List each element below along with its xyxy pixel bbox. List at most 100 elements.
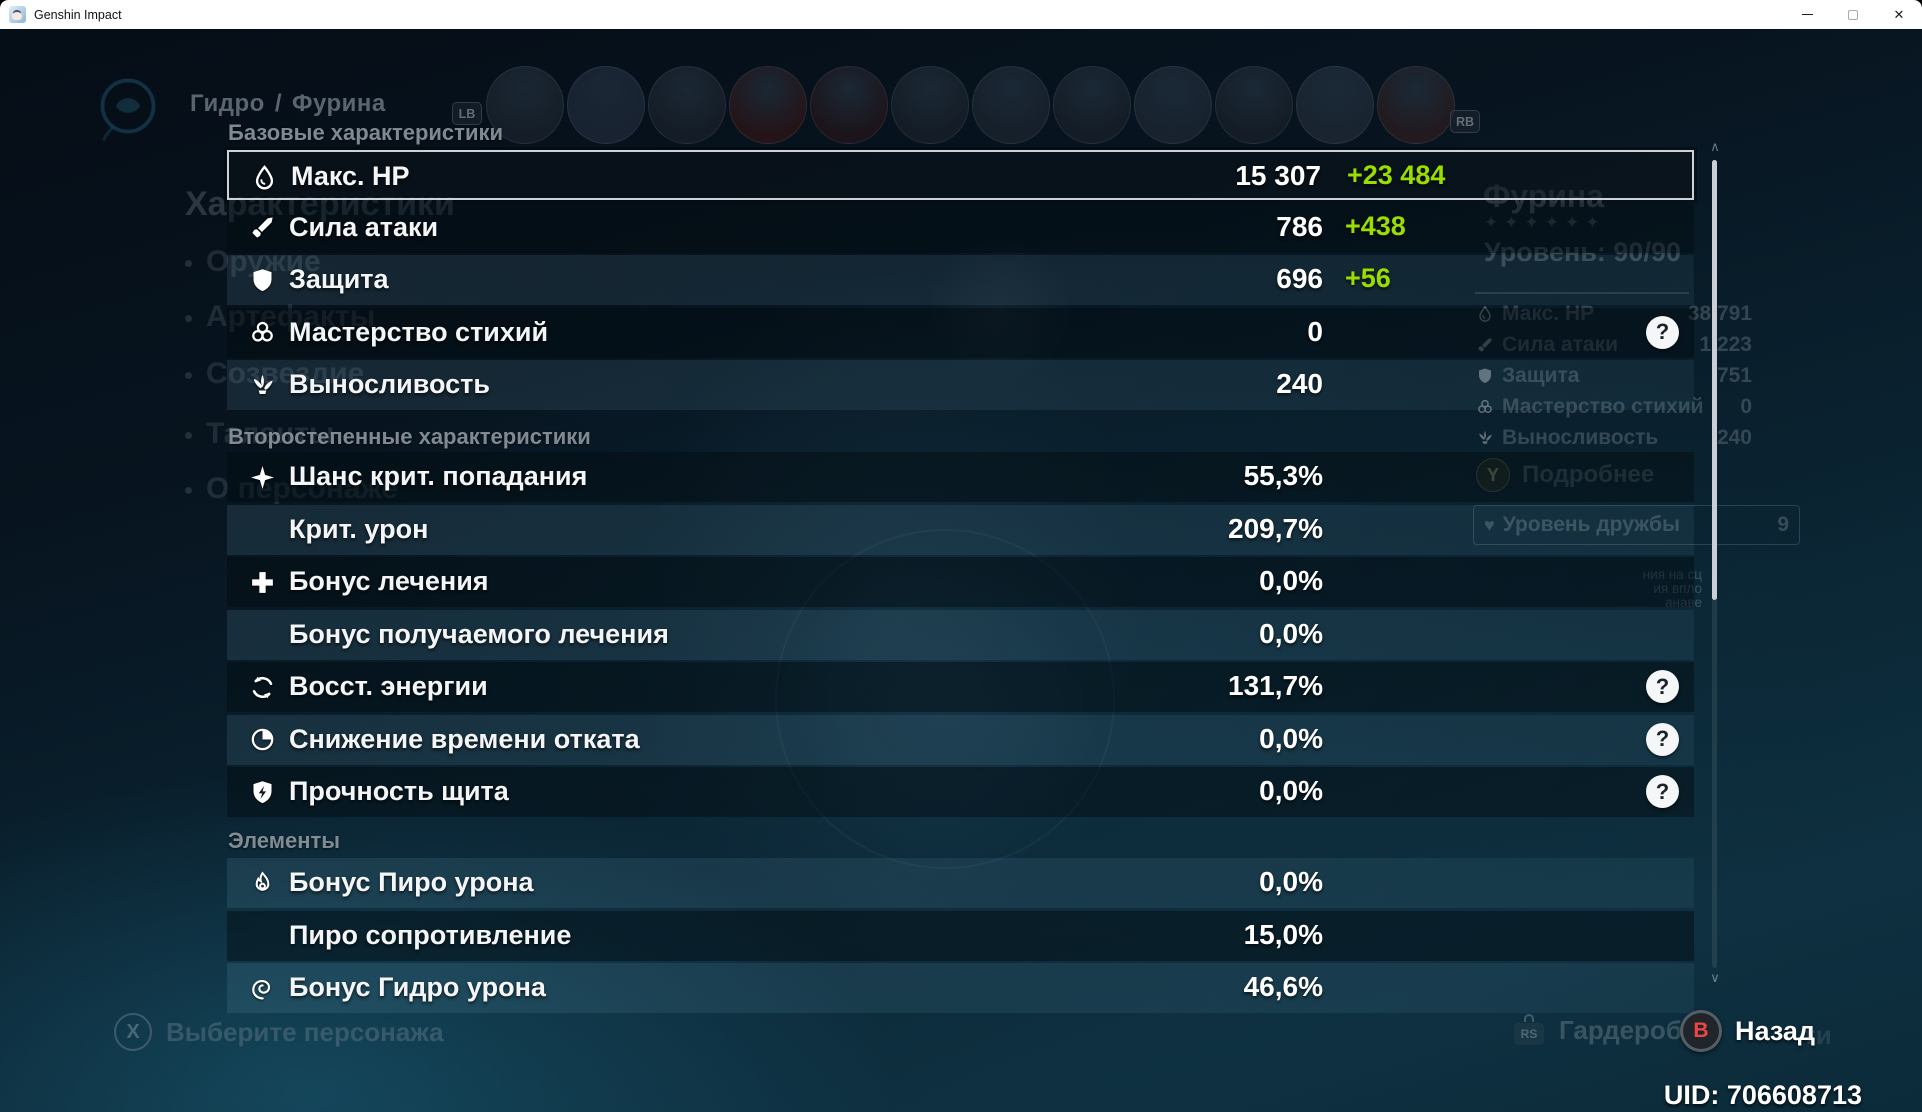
mini-stat-label: Сила атаки <box>1502 333 1618 356</box>
stat-row[interactable]: Бонус лечения 0,0% <box>227 557 1694 607</box>
cooldown-reduction-icon <box>245 723 279 757</box>
breadcrumb: Гидро / Фурина <box>190 90 396 118</box>
uid-label: UID: 706608713 <box>1663 1080 1862 1110</box>
select-character-hint[interactable]: X Выберите персонажа <box>114 1013 444 1051</box>
stat-value: 0,0% <box>1259 866 1323 897</box>
close-button[interactable]: ✕ <box>1893 6 1905 22</box>
stat-label: Восст. энергии <box>289 671 488 701</box>
help-icon[interactable]: ? <box>1646 315 1679 349</box>
game-viewport: Гидро/Фурина LB RB ХарактеристикиОружиеА… <box>0 29 1922 1112</box>
help-icon[interactable]: ? <box>1646 775 1679 808</box>
character-avatar[interactable] <box>486 66 564 144</box>
sidebar-item-3[interactable]: Артефакты <box>185 300 375 334</box>
stat-label: Пиро сопротивление <box>289 919 572 950</box>
stat-row[interactable]: Мастерство стихий 0? <box>227 307 1694 358</box>
stat-row[interactable]: Выносливость 240 <box>227 360 1694 410</box>
character-avatar[interactable] <box>729 66 807 144</box>
stat-row[interactable]: Бонус Гидро урона 46,6% <box>227 963 1694 1013</box>
stat-bonus-value: +23 484 <box>1347 160 1446 190</box>
x-button-icon[interactable]: X <box>114 1013 152 1051</box>
atk-icon <box>1476 336 1494 354</box>
stat-row[interactable]: Крит. урон 209,7% <box>227 504 1694 555</box>
stat-value: 15 307 <box>1235 160 1321 191</box>
stat-label: Выносливость <box>289 369 490 399</box>
stat-row[interactable]: Бонус Пиро урона 0,0% <box>227 858 1694 908</box>
def-icon <box>1476 367 1494 385</box>
character-avatar[interactable] <box>567 66 645 144</box>
friendship-level-row[interactable]: ♥ Уровень дружбы 9 <box>1473 505 1800 545</box>
pyro-icon <box>245 866 279 900</box>
stat-value: 46,6% <box>1243 971 1323 1002</box>
sidebar-item-label: О персонаже <box>206 472 399 505</box>
sidebar-item-4[interactable]: Созвездие <box>185 357 364 391</box>
minimize-button[interactable] <box>1784 0 1830 29</box>
maximize-button[interactable] <box>1830 0 1876 29</box>
character-bubble <box>775 529 1115 869</box>
scrollbar-thumb[interactable] <box>1712 160 1717 600</box>
character-avatar[interactable] <box>1215 66 1293 144</box>
stat-label: Снижение времени отката <box>289 723 640 754</box>
stat-label: Бонус Пиро урона <box>289 867 534 897</box>
bullet-icon <box>185 259 192 267</box>
stat-row[interactable]: Шанс крит. попадания 55,3% <box>227 452 1694 502</box>
character-crown <box>930 229 1070 389</box>
stamina-icon <box>245 368 279 402</box>
breadcrumb-separator: / <box>274 90 282 117</box>
heart-icon: ♥ <box>1484 515 1495 536</box>
stat-row[interactable]: Восст. энергии 131,7%? <box>227 662 1694 712</box>
stat-row[interactable]: Снижение времени отката 0,0%? <box>227 714 1694 765</box>
stat-row[interactable]: Макс. HP 15 307 +23 484 <box>227 150 1694 200</box>
character-avatar[interactable] <box>972 66 1050 144</box>
mini-stat-row: Макс. HP 38 791 <box>1476 300 1752 328</box>
back-hint[interactable]: B Назад <box>1680 1010 1815 1052</box>
scroll-down-icon[interactable]: ∨ <box>1710 970 1720 985</box>
character-avatar[interactable] <box>648 66 726 144</box>
stat-row[interactable]: Пиро сопротивление 15,0% <box>227 910 1694 961</box>
stat-label: Бонус получаемого лечения <box>289 618 669 649</box>
mini-stat-value: 240 <box>1716 426 1752 449</box>
elemental-mastery-icon <box>1476 398 1494 416</box>
b-button-icon[interactable]: B <box>1680 1010 1722 1052</box>
mini-stat-label: Защита <box>1502 364 1579 388</box>
character-avatar[interactable] <box>1134 66 1212 144</box>
stat-row[interactable]: Бонус получаемого лечения 0,0% <box>227 609 1694 660</box>
details-hint[interactable]: Y Подробнее <box>1476 458 1654 492</box>
bullet-icon <box>185 431 192 439</box>
character-avatar[interactable] <box>891 66 969 144</box>
healing-bonus-icon <box>245 565 279 599</box>
lb-bumper-hint[interactable]: LB <box>452 102 482 125</box>
wardrobe-button[interactable]: RS Гардероб <box>1513 1013 1682 1046</box>
stat-value: 131,7% <box>1228 670 1323 701</box>
stat-row[interactable]: Сила атаки 786 +438 <box>227 202 1694 253</box>
rb-bumper-hint[interactable]: RB <box>1450 110 1480 133</box>
stat-row[interactable]: Защита 696 +56 <box>227 255 1694 305</box>
shield-strength-icon <box>245 775 279 809</box>
mini-stat-label: Выносливость <box>1502 426 1659 449</box>
friendship-value: 9 <box>1777 513 1789 536</box>
character-avatar[interactable] <box>810 66 888 144</box>
mini-stat-value: 38 791 <box>1687 302 1752 325</box>
y-button-icon[interactable]: Y <box>1476 458 1510 492</box>
help-icon[interactable]: ? <box>1646 670 1679 703</box>
character-avatar[interactable] <box>1053 66 1131 144</box>
character-level: Уровень: 90/90 <box>1484 237 1681 267</box>
energy-recharge-icon <box>245 670 279 704</box>
stat-label: Крит. урон <box>289 513 429 544</box>
mini-stat-value: 1 223 <box>1699 333 1752 356</box>
mini-stat-label: Макс. HP <box>1502 302 1595 325</box>
stat-value: 15,0% <box>1243 918 1323 950</box>
description-line: ия впло <box>1653 581 1702 596</box>
help-icon[interactable]: ? <box>1646 722 1679 756</box>
mini-stat-value: 751 <box>1716 364 1752 387</box>
character-description-fragment: ния на сц ия впло анаве <box>1420 568 1702 610</box>
sidebar-item-6[interactable]: О персонаже <box>185 472 398 506</box>
scroll-up-icon[interactable]: ∧ <box>1710 139 1720 154</box>
stat-row[interactable]: Прочность щита 0,0%? <box>227 767 1694 817</box>
breadcrumb-element: Гидро <box>190 90 265 117</box>
character-avatar[interactable] <box>1377 66 1455 144</box>
sidebar-item-5[interactable]: Таланты <box>185 417 334 451</box>
character-avatar[interactable] <box>1296 66 1374 144</box>
hydro-icon <box>245 971 279 1005</box>
stat-value: 55,3% <box>1243 460 1323 491</box>
